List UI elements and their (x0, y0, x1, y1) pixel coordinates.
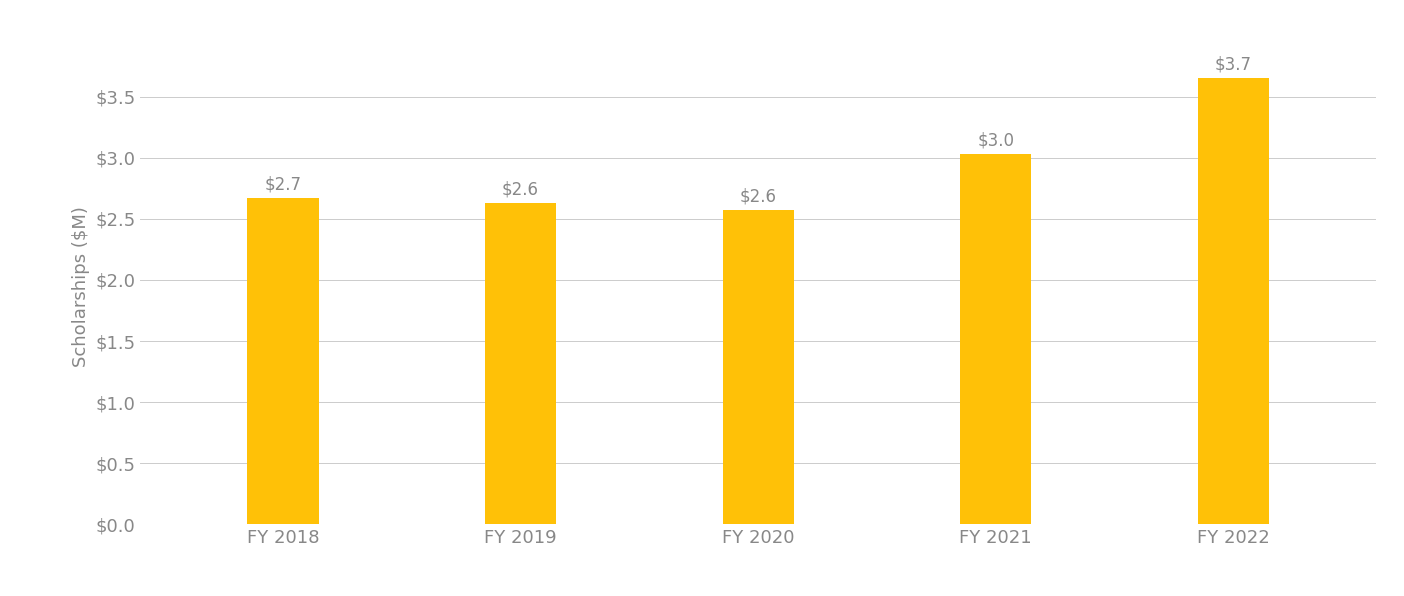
Text: $2.6: $2.6 (503, 180, 539, 198)
Text: $3.0: $3.0 (977, 131, 1014, 149)
Text: $3.7: $3.7 (1214, 55, 1252, 73)
Text: $2.7: $2.7 (264, 175, 302, 193)
Text: $2.6: $2.6 (740, 187, 776, 206)
Bar (1198, 78, 1269, 524)
Bar (723, 210, 793, 524)
Bar (960, 154, 1032, 524)
Bar (247, 198, 319, 524)
Bar (484, 203, 556, 524)
Y-axis label: Scholarships ($M): Scholarships ($M) (72, 206, 90, 367)
